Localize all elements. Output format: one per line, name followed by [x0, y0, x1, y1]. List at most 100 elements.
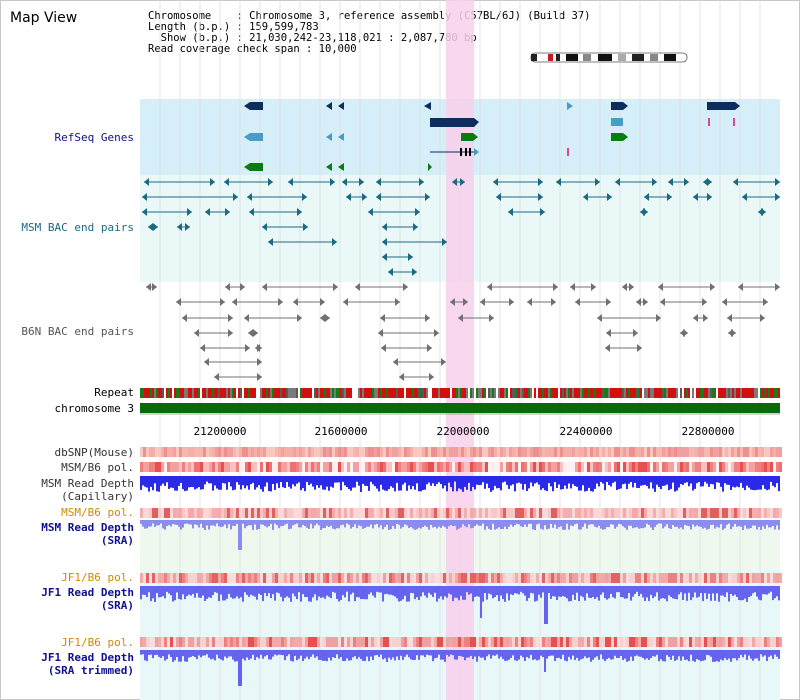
- msm-read-depth-sra-track[interactable]: [140, 520, 780, 550]
- bac-end-marker: [775, 178, 780, 186]
- depth-bar: [204, 650, 206, 656]
- msm-b6-pol-track-2[interactable]: [140, 508, 782, 518]
- repeat-track[interactable]: [140, 388, 780, 398]
- refseq-genes[interactable]: [244, 102, 740, 171]
- depth-bar: [428, 520, 430, 530]
- heatmap-cell: [635, 637, 638, 647]
- track-label-msm-b6-pol[interactable]: MSM/B6 pol.: [61, 461, 134, 474]
- heatmap-cell: [587, 573, 590, 583]
- heatmap-cell: [689, 637, 692, 647]
- heatmap-cell: [521, 447, 524, 457]
- track-label-msm-read-depth-sra-sub[interactable]: (SRA): [101, 534, 134, 547]
- repeat-element: [636, 388, 638, 398]
- selected-region-highlight[interactable]: [446, 0, 474, 700]
- b6n-bac-end-pairs[interactable]: [146, 283, 780, 381]
- depth-bar: [500, 650, 502, 657]
- repeat-element: [670, 388, 672, 398]
- depth-bar: [746, 586, 748, 602]
- heatmap-cell: [674, 508, 677, 518]
- track-label-jf1-read-depth-trimmed[interactable]: JF1 Read Depth: [41, 651, 134, 664]
- depth-bar: [590, 476, 592, 492]
- depth-bar: [422, 476, 424, 490]
- heatmap-cell: [554, 508, 557, 518]
- bac-end-marker: [382, 253, 387, 261]
- heatmap-cell: [599, 573, 602, 583]
- heatmap-cell: [395, 447, 398, 457]
- depth-bar: [570, 650, 572, 660]
- chromosome-ideogram[interactable]: [530, 52, 688, 63]
- depth-bar: [382, 476, 384, 490]
- depth-bar: [306, 650, 308, 657]
- jf1-read-depth-trimmed-track[interactable]: [140, 650, 780, 686]
- depth-bar: [540, 586, 542, 598]
- depth-bar: [566, 650, 568, 662]
- track-label-repeat[interactable]: Repeat: [94, 386, 134, 399]
- track-label-b6n-bac[interactable]: B6N BAC end pairs: [21, 325, 134, 338]
- depth-bar: [604, 586, 606, 599]
- heatmap-cell: [500, 462, 503, 472]
- track-label-msm-b6-pol-2[interactable]: MSM/B6 pol.: [61, 506, 134, 519]
- gene-feature[interactable]: [250, 133, 263, 141]
- depth-bar: [692, 650, 694, 661]
- track-label-jf1-read-depth-trimmed-sub[interactable]: (SRA trimmed): [48, 664, 134, 677]
- bac-end-marker: [575, 298, 580, 306]
- depth-bar: [460, 476, 462, 490]
- depth-bar: [444, 476, 446, 486]
- gene-feature[interactable]: [707, 102, 735, 110]
- gene-strand-arrow: [338, 133, 344, 141]
- track-label-msm-read-depth-capillary[interactable]: MSM Read Depth: [41, 477, 134, 490]
- heatmap-cell: [575, 462, 578, 472]
- heatmap-cell: [770, 573, 773, 583]
- bac-end-marker: [325, 314, 330, 322]
- repeat-element: [776, 388, 778, 398]
- gene-feature[interactable]: [611, 133, 623, 141]
- heatmap-cell: [443, 637, 446, 647]
- depth-bar: [208, 586, 210, 598]
- chromosome-bar[interactable]: [140, 403, 780, 413]
- depth-bar: [388, 586, 390, 595]
- dbsnp-track[interactable]: [140, 447, 782, 457]
- msm-read-depth-capillary-track[interactable]: [140, 476, 780, 492]
- track-label-jf1-read-depth-sra-sub[interactable]: (SRA): [101, 599, 134, 612]
- depth-bar: [166, 586, 168, 592]
- gene-feature[interactable]: [250, 163, 263, 171]
- msm-bac-end-pairs[interactable]: [142, 178, 780, 276]
- heatmap-cell: [728, 637, 731, 647]
- track-label-msm-read-depth-capillary-sub[interactable]: (Capillary): [61, 490, 134, 503]
- track-label-jf1-b6-pol-2[interactable]: JF1/B6 pol.: [61, 636, 134, 649]
- gene-feature[interactable]: [567, 148, 569, 156]
- jf1-b6-pol-track-2[interactable]: [140, 637, 782, 647]
- gene-feature[interactable]: [611, 102, 623, 110]
- jf1-read-depth-sra-track[interactable]: [140, 586, 780, 624]
- track-label-refseq[interactable]: RefSeq Genes: [55, 131, 134, 144]
- depth-bar: [758, 476, 760, 490]
- depth-bar: [448, 586, 450, 594]
- track-label-msm-read-depth-sra[interactable]: MSM Read Depth: [41, 521, 134, 534]
- track-label-chromosome[interactable]: chromosome 3: [55, 402, 134, 415]
- depth-bar: [676, 520, 678, 527]
- gene-feature[interactable]: [250, 102, 263, 110]
- gene-feature[interactable]: [708, 118, 710, 126]
- gene-feature[interactable]: [733, 118, 735, 126]
- gene-feature[interactable]: [461, 133, 473, 141]
- heatmap-cell: [773, 462, 776, 472]
- gene-feature[interactable]: [611, 118, 623, 126]
- track-label-jf1-read-depth-sra[interactable]: JF1 Read Depth: [41, 586, 134, 599]
- depth-bar: [526, 650, 528, 657]
- depth-bar: [348, 520, 350, 525]
- gene-feature[interactable]: [430, 118, 474, 127]
- track-label-dbsnp[interactable]: dbSNP(Mouse): [55, 446, 134, 459]
- depth-bar: [616, 520, 618, 527]
- depth-bar: [338, 476, 340, 483]
- heatmap-cell: [140, 462, 143, 472]
- track-label-jf1-b6-pol[interactable]: JF1/B6 pol.: [61, 571, 134, 584]
- track-label-msm-bac[interactable]: MSM BAC end pairs: [21, 221, 134, 234]
- depth-bar: [612, 650, 614, 660]
- depth-bar: [372, 586, 374, 596]
- depth-bar: [774, 586, 776, 599]
- msm-b6-pol-track-1[interactable]: [140, 462, 782, 472]
- depth-bar: [154, 650, 156, 655]
- jf1-b6-pol-track-1[interactable]: [140, 573, 782, 583]
- heatmap-cell: [197, 447, 200, 457]
